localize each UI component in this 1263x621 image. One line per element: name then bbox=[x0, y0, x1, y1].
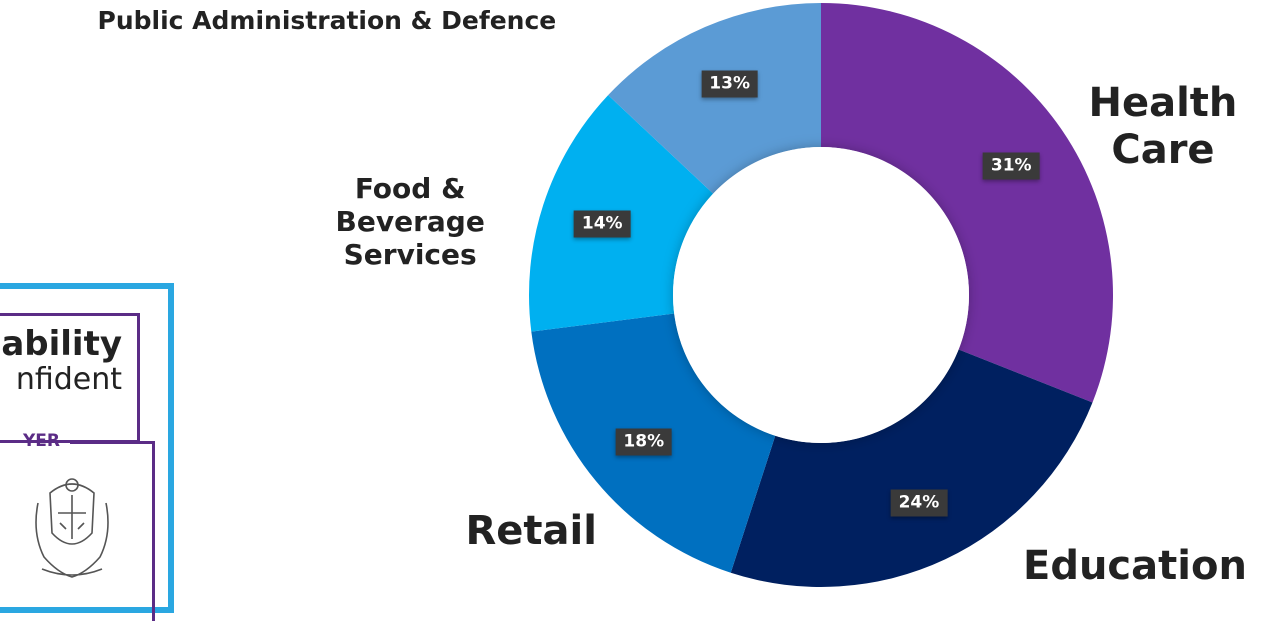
chart-area: 31% Health Care 24% Education 18% Retail 14% Foo… bbox=[97, 3, 1247, 589]
donut-chart bbox=[529, 3, 1113, 587]
disability-confident-logo: ability nfident YER bbox=[0, 283, 180, 621]
slice-public-admin bbox=[608, 3, 821, 194]
value-label-education: 24% bbox=[890, 489, 948, 517]
value-label-retail: 18% bbox=[615, 428, 673, 456]
category-label-public-admin: Public Administration & Defence bbox=[97, 6, 557, 35]
category-label-food-beverage: Food & Beverage Services bbox=[335, 172, 485, 272]
crest-icon bbox=[35, 478, 109, 578]
category-label-health-care: Health Care bbox=[1088, 80, 1238, 174]
logo-side-line bbox=[152, 441, 155, 621]
logo-text-line1: ability bbox=[1, 324, 122, 364]
category-label-retail: Retail bbox=[465, 508, 597, 554]
slice-education bbox=[730, 349, 1093, 587]
donut-hole bbox=[673, 147, 969, 443]
logo-text-line3: YER bbox=[22, 431, 60, 451]
logo-divider bbox=[70, 441, 154, 444]
category-label-education: Education bbox=[1023, 543, 1247, 589]
slice-health-care bbox=[821, 3, 1113, 403]
logo-text-line2: nfident bbox=[15, 362, 122, 397]
value-label-food-beverage: 14% bbox=[573, 210, 631, 238]
value-label-public-admin: 13% bbox=[701, 70, 758, 98]
value-label-health-care: 31% bbox=[982, 152, 1040, 180]
